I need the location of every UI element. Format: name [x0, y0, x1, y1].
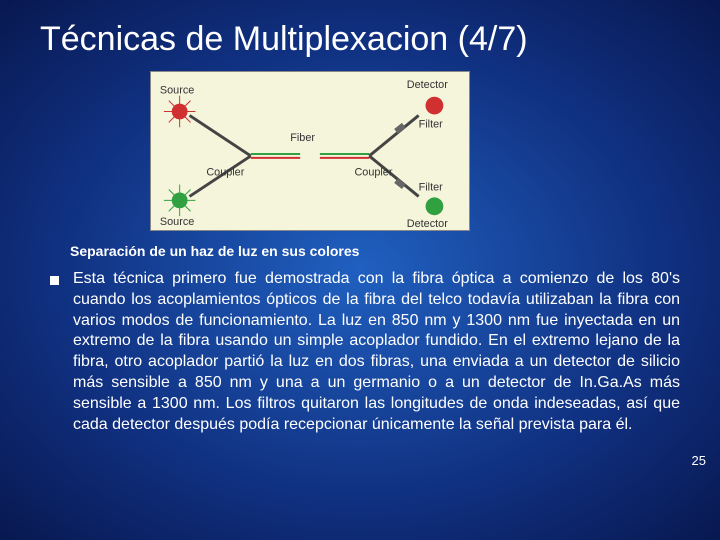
- diagram-svg: Source Source Fiber Coupler Coupler Filt…: [151, 72, 469, 230]
- coupler-left-line1: [190, 115, 251, 155]
- label-filter-top: Filter: [419, 118, 444, 130]
- detector-top-icon: [426, 97, 444, 115]
- label-source-top: Source: [160, 85, 194, 97]
- label-coupler-right: Coupler: [354, 167, 392, 179]
- slide: Técnicas de Multiplexacion (4/7): [0, 0, 720, 540]
- wdm-diagram: Source Source Fiber Coupler Coupler Filt…: [150, 71, 470, 231]
- coupler-right-line1: [369, 115, 418, 155]
- label-fiber: Fiber: [290, 132, 315, 144]
- label-coupler-left: Coupler: [206, 167, 244, 179]
- label-detector-top: Detector: [407, 79, 448, 91]
- slide-title: Técnicas de Multiplexacion (4/7): [40, 20, 690, 59]
- source-top-icon: [164, 96, 196, 128]
- source-bottom-icon: [164, 185, 196, 217]
- detector-bottom-icon: [426, 197, 444, 215]
- bullet-icon: [50, 276, 59, 285]
- body-row: Esta técnica primero fue demostrada con …: [50, 269, 680, 435]
- label-source-bottom: Source: [160, 216, 194, 228]
- page-number: 25: [692, 453, 706, 468]
- label-filter-bottom: Filter: [419, 182, 444, 194]
- diagram-caption: Separación de un haz de luz en sus color…: [70, 243, 690, 259]
- body-text: Esta técnica primero fue demostrada con …: [73, 269, 680, 435]
- label-detector-bottom: Detector: [407, 218, 448, 230]
